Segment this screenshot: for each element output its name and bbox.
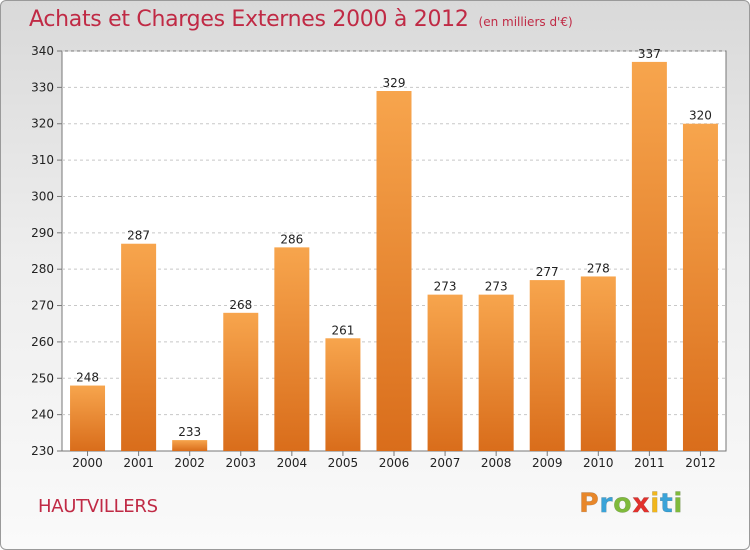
x-tick-label: 2001 bbox=[123, 456, 154, 470]
bar-2011 bbox=[631, 61, 667, 452]
y-tick-label: 250 bbox=[31, 371, 54, 385]
y-tick-label: 230 bbox=[31, 444, 54, 458]
x-tick-label: 2008 bbox=[481, 456, 512, 470]
bar-2012 bbox=[682, 123, 718, 452]
y-tick-label: 340 bbox=[31, 44, 54, 58]
y-tick-label: 320 bbox=[31, 117, 54, 131]
bar-2000 bbox=[70, 385, 106, 451]
bar-value-label: 273 bbox=[434, 280, 457, 294]
x-tick-label: 2012 bbox=[685, 456, 716, 470]
logo-letter: i bbox=[650, 488, 660, 519]
y-tick-label: 310 bbox=[31, 153, 54, 167]
logo-letter: i bbox=[673, 488, 684, 519]
logo-letter: x bbox=[632, 488, 651, 519]
y-axis: 230 240 250 260 270 280 290 300 310 320 330 340 bbox=[31, 44, 62, 458]
x-tick-label: 2007 bbox=[430, 456, 461, 470]
bar-2004 bbox=[274, 247, 310, 451]
y-tick-label: 270 bbox=[31, 299, 54, 313]
logo-letter: o bbox=[613, 488, 633, 519]
bar-value-label: 320 bbox=[689, 109, 712, 123]
bar-2009 bbox=[529, 280, 565, 451]
bar-value-label: 261 bbox=[331, 323, 354, 337]
bar-2010 bbox=[580, 276, 616, 451]
x-tick-label: 2003 bbox=[225, 456, 256, 470]
place-name: HAUTVILLERS bbox=[38, 496, 158, 517]
bar-value-label: 268 bbox=[229, 298, 252, 312]
y-tick-label: 280 bbox=[31, 262, 54, 276]
bar-2001 bbox=[121, 243, 157, 451]
x-tick-label: 2000 bbox=[72, 456, 103, 470]
bar-2002 bbox=[172, 440, 208, 451]
bar-value-label: 337 bbox=[638, 47, 661, 61]
y-tick-label: 260 bbox=[31, 335, 54, 349]
bar-2008 bbox=[478, 294, 514, 451]
y-tick-label: 240 bbox=[31, 408, 54, 422]
bar-value-label: 286 bbox=[280, 232, 303, 246]
chart-title: Achats et Charges Externes 2000 à 2012 (e… bbox=[29, 7, 573, 32]
x-tick-label: 2006 bbox=[379, 456, 410, 470]
y-tick-label: 290 bbox=[31, 226, 54, 240]
bar-value-label: 248 bbox=[76, 371, 99, 385]
proxiti-logo: Proxiti bbox=[579, 488, 683, 519]
x-tick-label: 2002 bbox=[174, 456, 205, 470]
bar-value-label: 277 bbox=[536, 265, 559, 279]
chart-title-text: Achats et Charges Externes 2000 à 2012 bbox=[29, 7, 469, 32]
x-tick-label: 2009 bbox=[532, 456, 563, 470]
bar-2007 bbox=[427, 294, 463, 451]
logo-letter: P bbox=[579, 488, 600, 519]
bar-value-label: 278 bbox=[587, 261, 610, 275]
y-tick-label: 330 bbox=[31, 80, 54, 94]
bar-2006 bbox=[376, 91, 412, 451]
bar-value-label: 273 bbox=[485, 280, 508, 294]
x-tick-label: 2011 bbox=[634, 456, 665, 470]
x-tick-label: 2005 bbox=[328, 456, 359, 470]
x-tick-label: 2004 bbox=[277, 456, 308, 470]
bar-2003 bbox=[223, 312, 259, 451]
bar-2005 bbox=[325, 338, 361, 451]
logo-letter: t bbox=[659, 488, 674, 519]
bar-value-label: 287 bbox=[127, 229, 150, 243]
bars: 248 287 233 268 286 261 329 273 273 277 278 337 320 bbox=[70, 47, 718, 452]
y-tick-label: 300 bbox=[31, 189, 54, 203]
x-axis: 2000 2001 2002 2003 2004 2005 2006 2007 2008 2009… bbox=[72, 451, 716, 470]
bar-value-label: 233 bbox=[178, 425, 201, 439]
x-tick-label: 2010 bbox=[583, 456, 614, 470]
chart-unit: (en milliers d'€) bbox=[478, 15, 573, 29]
bar-value-label: 329 bbox=[383, 76, 406, 90]
logo-letter: r bbox=[599, 488, 614, 519]
